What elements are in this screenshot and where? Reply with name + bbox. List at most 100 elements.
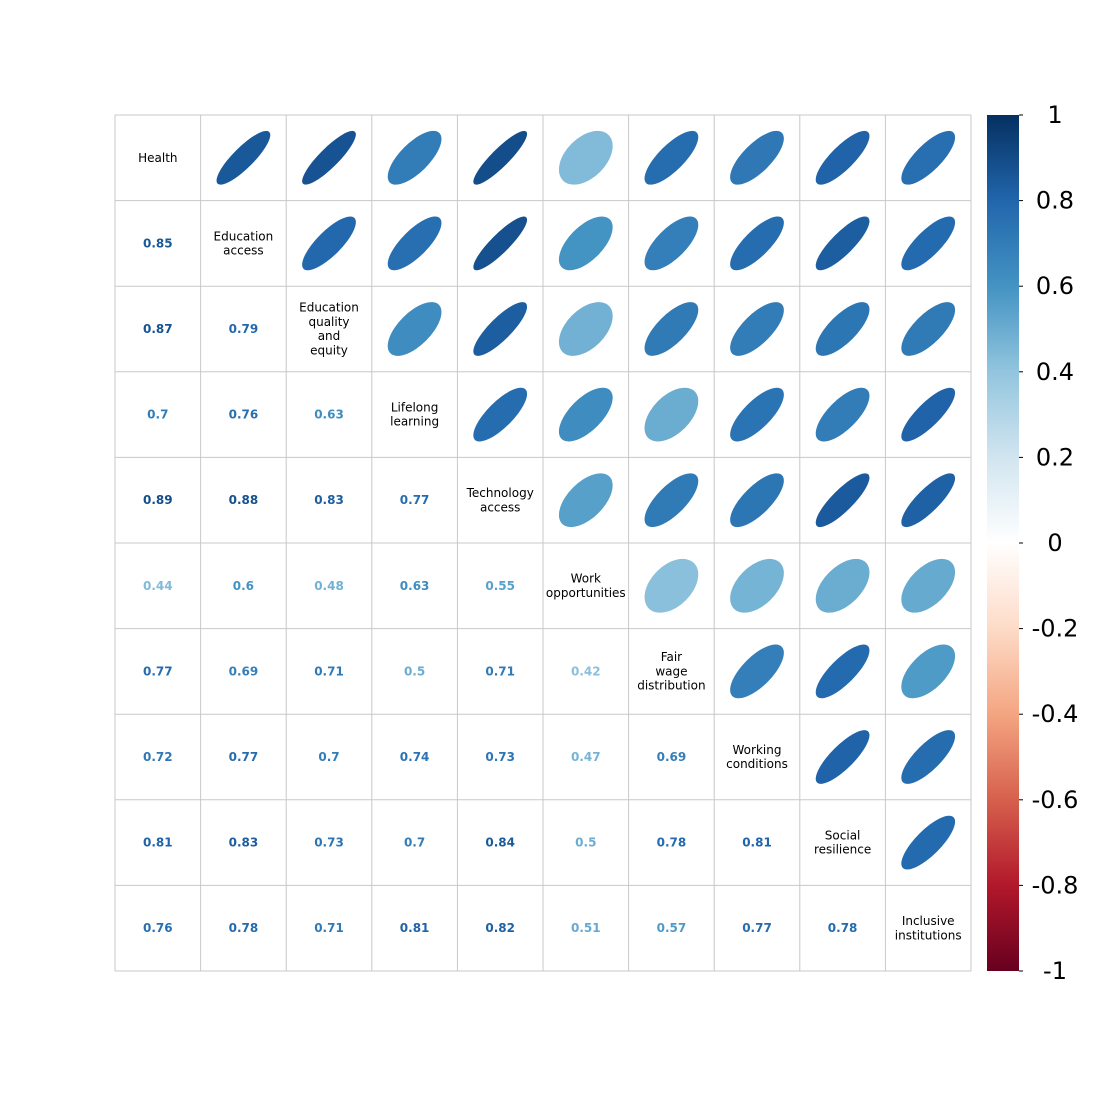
correlation-value: 0.48 — [314, 579, 344, 593]
variable-label: Technology access — [466, 486, 534, 514]
correlation-ellipse — [901, 730, 956, 784]
correlation-value: 0.63 — [314, 408, 344, 422]
correlation-ellipse — [473, 130, 528, 185]
correlation-value: 0.76 — [143, 921, 173, 935]
variable-label: Work opportunities — [546, 572, 626, 600]
color-legend-tick-label: 0.4 — [1036, 358, 1074, 386]
color-legend: 1 0.8 0.6 0.4 0.2 0 -0.2 -0.4 -0.6 -0.8 -1 — [987, 101, 1078, 985]
correlation-ellipse — [558, 387, 613, 442]
correlation-ellipse — [302, 216, 356, 271]
correlation-ellipse — [387, 130, 442, 185]
correlation-value: 0.74 — [400, 750, 430, 764]
correlation-ellipse — [730, 216, 784, 271]
correlation-ellipse — [558, 302, 613, 356]
correlation-value: 0.77 — [742, 921, 772, 935]
color-legend-tick-label: 1 — [1047, 101, 1062, 129]
correlation-ellipse — [901, 130, 956, 185]
correlation-ellipse — [644, 387, 699, 442]
correlation-ellipse — [730, 473, 784, 528]
correlation-value: 0.84 — [485, 836, 515, 850]
correlation-ellipse — [644, 302, 699, 356]
correlation-ellipse — [473, 216, 528, 271]
correlation-value: 0.71 — [485, 664, 515, 678]
variable-label: Working conditions — [726, 743, 788, 771]
correlation-ellipse — [473, 302, 528, 356]
correlation-value: 0.81 — [400, 921, 430, 935]
correlation-value: 0.81 — [742, 836, 772, 850]
color-legend-tick-label: -0.4 — [1032, 700, 1079, 728]
variable-label: Education access — [214, 229, 274, 257]
correlation-value: 0.73 — [314, 836, 344, 850]
correlation-value: 0.72 — [143, 750, 173, 764]
correlation-value: 0.82 — [485, 921, 515, 935]
correlation-ellipse — [558, 130, 613, 185]
correlation-ellipse — [730, 558, 784, 613]
correlation-value: 0.55 — [485, 579, 515, 593]
correlation-ellipse — [473, 387, 528, 442]
correlation-value: 0.6 — [233, 579, 254, 593]
correlation-value: 0.51 — [571, 921, 601, 935]
matrix-cells: Health 0.85 Education access 0.87 0.79 Educati… — [138, 130, 962, 942]
correlation-value: 0.83 — [229, 836, 259, 850]
correlation-value: 0.71 — [314, 921, 344, 935]
correlation-value: 0.71 — [314, 664, 344, 678]
correlation-ellipse — [901, 815, 956, 870]
correlation-ellipse — [901, 644, 956, 699]
correlation-ellipse — [216, 130, 271, 185]
correlation-ellipse — [644, 473, 699, 528]
correlation-ellipse — [901, 387, 956, 442]
correlation-value: 0.83 — [314, 493, 344, 507]
correlation-value: 0.77 — [229, 750, 259, 764]
correlation-value: 0.44 — [143, 579, 173, 593]
matrix-grid — [114, 114, 972, 972]
correlation-ellipse — [815, 558, 870, 613]
correlation-ellipse — [901, 302, 956, 356]
correlation-value: 0.88 — [229, 493, 259, 507]
correlation-value: 0.5 — [404, 664, 425, 678]
correlation-value: 0.78 — [229, 921, 259, 935]
correlation-value: 0.42 — [571, 664, 601, 678]
correlation-ellipse — [558, 473, 613, 528]
correlation-value: 0.7 — [147, 408, 168, 422]
correlation-ellipse — [901, 558, 956, 613]
correlation-value: 0.77 — [400, 493, 430, 507]
correlation-value: 0.7 — [404, 836, 425, 850]
correlation-value: 0.57 — [657, 921, 687, 935]
correlation-ellipse — [730, 387, 784, 442]
correlation-value: 0.5 — [575, 836, 596, 850]
correlation-value: 0.85 — [143, 236, 173, 250]
correlation-value: 0.81 — [143, 836, 173, 850]
correlation-ellipse — [730, 644, 784, 699]
correlation-ellipse — [815, 302, 870, 356]
correlation-ellipse — [901, 216, 956, 271]
correlation-value: 0.73 — [485, 750, 515, 764]
color-legend-tick-label: 0 — [1047, 529, 1062, 557]
variable-label: Lifelong learning — [390, 401, 439, 429]
correlation-value: 0.7 — [318, 750, 339, 764]
correlation-ellipse — [302, 130, 356, 185]
correlation-ellipse — [644, 216, 699, 271]
color-legend-tick-label: 0.8 — [1036, 187, 1074, 215]
correlation-ellipse — [387, 216, 442, 271]
correlation-ellipse — [387, 302, 442, 356]
color-legend-tick-label: -0.2 — [1032, 615, 1079, 643]
correlation-ellipse — [815, 216, 870, 271]
variable-label: Fair wage distribution — [637, 650, 705, 692]
variable-label: Education quality and equity — [299, 301, 359, 358]
color-legend-tick-label: -0.6 — [1032, 786, 1079, 814]
correlation-value: 0.78 — [657, 836, 687, 850]
correlation-ellipse — [815, 130, 870, 185]
correlation-ellipse — [644, 130, 699, 185]
color-legend-tick-label: -0.8 — [1032, 871, 1079, 899]
variable-label: Health — [138, 151, 177, 165]
correlation-ellipse — [815, 473, 870, 528]
color-legend-bar — [987, 115, 1019, 971]
correlation-value: 0.69 — [229, 664, 259, 678]
correlation-value: 0.78 — [828, 921, 858, 935]
correlation-ellipse — [558, 216, 613, 271]
correlation-ellipse — [815, 387, 870, 442]
correlation-value: 0.69 — [657, 750, 687, 764]
correlation-value: 0.76 — [229, 408, 259, 422]
correlation-ellipse — [815, 730, 870, 784]
